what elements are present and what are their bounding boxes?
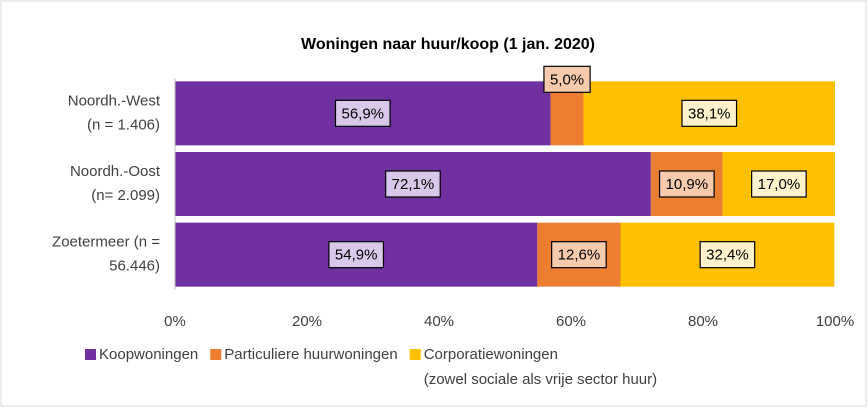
y-tick-label: Zoetermeer (n = bbox=[52, 234, 160, 251]
x-tick-label: 40% bbox=[424, 313, 454, 330]
y-tick-label: Noordh.-Oost bbox=[70, 163, 161, 180]
y-tick-label: Noordh.-West bbox=[68, 92, 161, 109]
legend-swatch bbox=[85, 349, 96, 360]
y-tick-label: (n= 2.099) bbox=[91, 187, 160, 204]
data-label-box bbox=[385, 170, 441, 198]
data-label: 5,0% bbox=[550, 71, 584, 88]
legend-label: Corporatiewoningen bbox=[424, 346, 558, 363]
data-label: 72,1% bbox=[392, 176, 435, 193]
data-label-box bbox=[681, 99, 738, 127]
data-label: 10,9% bbox=[666, 176, 709, 193]
x-tick-label: 60% bbox=[556, 313, 586, 330]
data-label-box bbox=[334, 99, 391, 127]
data-label: 32,4% bbox=[706, 247, 749, 264]
y-tick-label: (n = 1.406) bbox=[87, 116, 160, 133]
x-tick-label: 80% bbox=[688, 313, 718, 330]
data-label-box bbox=[658, 170, 715, 198]
x-tick-label: 0% bbox=[164, 313, 186, 330]
data-label: 17,0% bbox=[758, 176, 801, 193]
x-tick-label: 20% bbox=[292, 313, 322, 330]
data-label-box bbox=[699, 241, 756, 269]
data-label-box bbox=[543, 65, 591, 93]
data-label-box bbox=[551, 241, 607, 269]
data-label: 38,1% bbox=[688, 105, 731, 122]
legend-label: Koopwoningen bbox=[99, 346, 198, 363]
data-label-box bbox=[328, 241, 385, 269]
data-label: 12,6% bbox=[558, 247, 601, 264]
y-tick-label: 56.446) bbox=[109, 258, 160, 275]
legend-label: Particuliere huurwoningen bbox=[224, 346, 397, 363]
chart-title: Woningen naar huur/koop (1 jan. 2020) bbox=[301, 36, 595, 53]
data-label: 54,9% bbox=[335, 247, 378, 264]
data-label: 56,9% bbox=[341, 105, 384, 122]
x-tick-label: 100% bbox=[816, 313, 854, 330]
legend-swatch bbox=[409, 349, 421, 360]
legend-swatch bbox=[210, 349, 222, 360]
data-label-box bbox=[751, 170, 807, 198]
legend-subtitle: (zowel sociale als vrije sector huur) bbox=[424, 371, 657, 388]
